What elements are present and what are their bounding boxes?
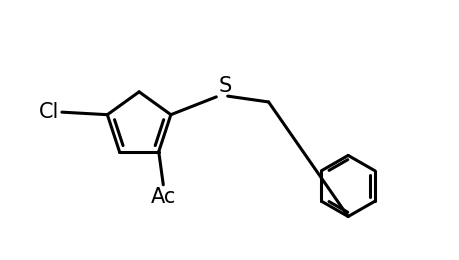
Text: Ac: Ac xyxy=(150,187,176,207)
Text: Cl: Cl xyxy=(39,102,60,122)
Text: S: S xyxy=(218,76,231,96)
